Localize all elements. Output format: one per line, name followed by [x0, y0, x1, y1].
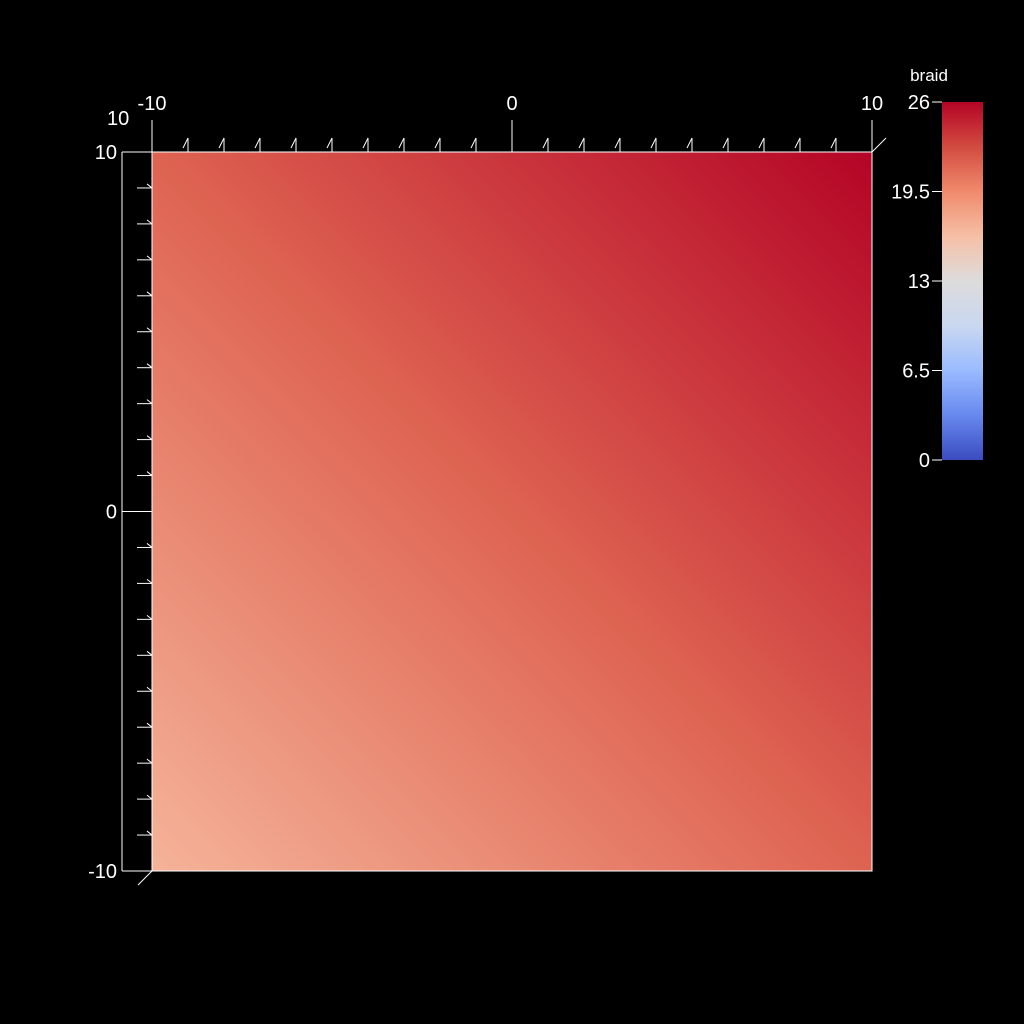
x-minor-tick-slant: [758, 137, 765, 149]
x-tick-label: -10: [138, 93, 167, 115]
y-minor-tick-slant: [146, 686, 153, 692]
x-tick-label: 10: [861, 93, 883, 115]
y-minor-tick-slant: [146, 543, 153, 548]
x-minor-tick-slant: [182, 137, 189, 149]
axes: -10 0 10 10 0 -10: [88, 93, 887, 886]
z-axis-tick-label: 10: [107, 108, 129, 130]
x-minor-tick-slant: [650, 137, 657, 149]
colorbar-tick-label: 6.5: [902, 361, 930, 383]
y-minor-tick-slant: [146, 579, 153, 584]
y-tick-label: -10: [88, 861, 117, 883]
x-minor-tick-slant: [290, 137, 297, 149]
colorbar-tick-label: 19.5: [891, 182, 930, 204]
colorbar-ticks: 26 19.5 13 6.5 0: [891, 92, 942, 472]
y-minor-tick-slant: [146, 435, 153, 440]
y-minor-tick-slant: [146, 830, 153, 836]
colorbar-tick-label: 26: [908, 92, 930, 114]
corner-diagonal: [137, 870, 153, 886]
x-minor-tick-slant: [470, 137, 477, 149]
y-minor-tick-slant: [146, 794, 153, 800]
x-tick-label: 0: [506, 93, 517, 115]
y-minor-tick-slant: [146, 327, 153, 333]
x-minor-tick-slant: [254, 137, 261, 149]
y-tick-label: 0: [106, 502, 117, 524]
x-minor-tick-slant: [794, 137, 801, 149]
x-minor-tick-slant: [722, 137, 729, 149]
colorbar: [942, 102, 983, 460]
x-minor-tick-slant: [614, 137, 621, 149]
x-minor-tick-slant: [362, 137, 369, 149]
heatmap-surface: [151, 151, 873, 872]
colorbar-tick-label: 0: [919, 450, 930, 472]
y-minor-tick-slant: [146, 363, 153, 369]
x-minor-tick-slant: [398, 137, 405, 149]
y-tick-label: 10: [95, 142, 117, 164]
x-minor-tick-slant: [326, 137, 333, 149]
y-minor-tick-slant: [146, 650, 153, 656]
y-minor-tick-slant: [146, 255, 153, 261]
colorbar-tick-label: 13: [908, 271, 930, 293]
x-minor-tick-slant: [434, 137, 441, 149]
y-minor-tick-slant: [146, 183, 153, 189]
x-minor-tick-slant: [830, 137, 837, 149]
y-minor-tick-slant: [146, 758, 153, 764]
y-minor-tick-slant: [146, 722, 153, 728]
corner-diagonal: [871, 137, 887, 153]
x-minor-tick-slant: [542, 137, 549, 149]
y-minor-tick-slant: [146, 614, 153, 620]
y-minor-tick-slant: [146, 291, 153, 297]
colorbar-title: braid: [910, 66, 948, 85]
y-minor-tick-slant: [146, 471, 153, 476]
x-minor-tick-slant: [686, 137, 693, 149]
x-minor-tick-slant: [578, 137, 585, 149]
x-minor-tick-slant: [218, 137, 225, 149]
y-minor-tick-slant: [146, 399, 153, 405]
y-minor-tick-slant: [146, 219, 153, 225]
